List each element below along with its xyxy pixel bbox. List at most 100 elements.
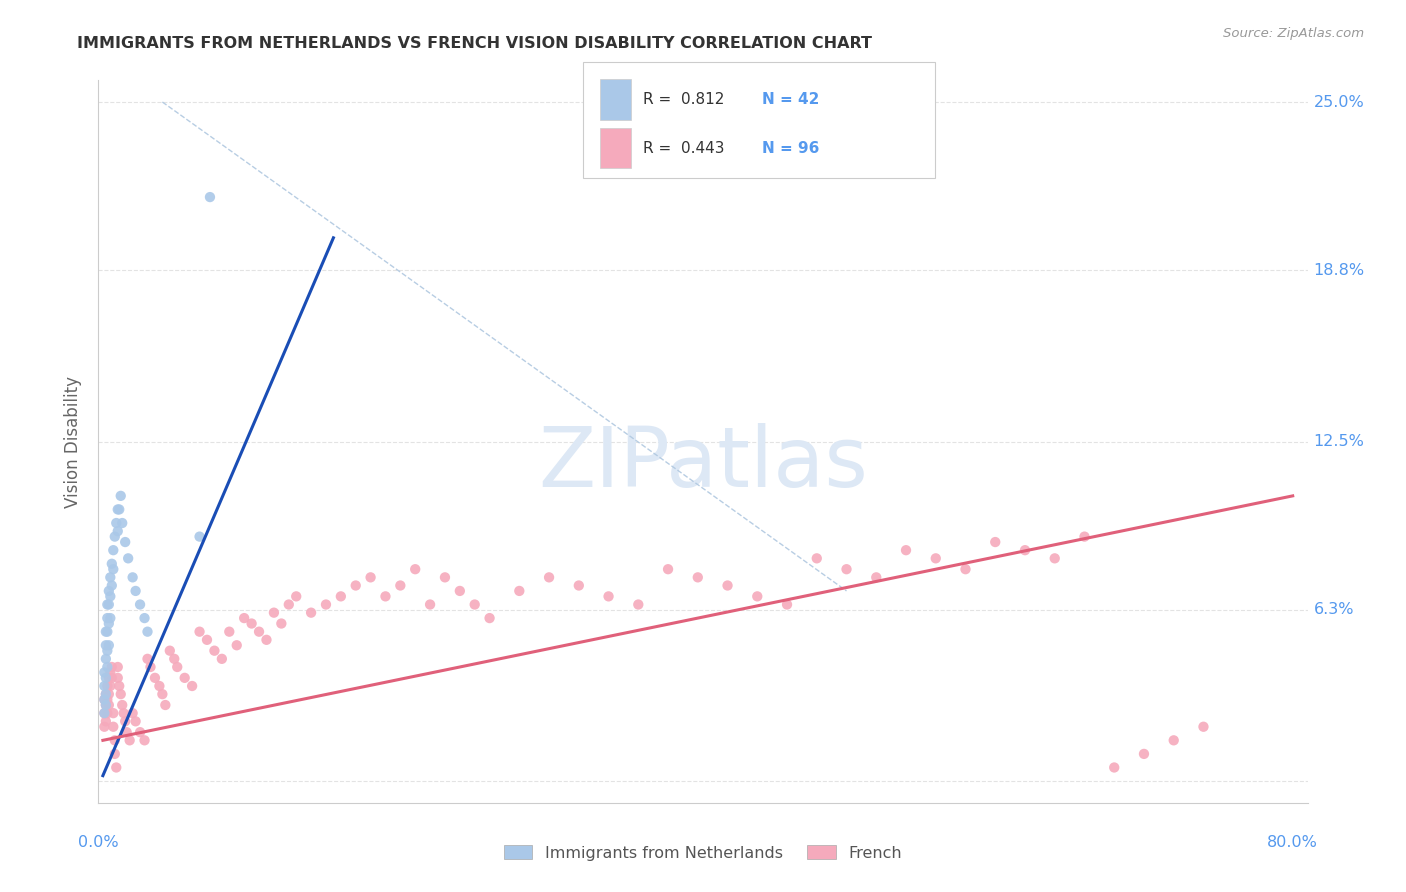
Point xyxy=(188,624,211,639)
Point xyxy=(108,679,131,693)
Point xyxy=(1133,747,1156,761)
Point xyxy=(107,660,129,674)
Point xyxy=(344,578,367,592)
Point xyxy=(1163,733,1185,747)
Point xyxy=(104,733,127,747)
Text: IMMIGRANTS FROM NETHERLANDS VS FRENCH VISION DISABILITY CORRELATION CHART: IMMIGRANTS FROM NETHERLANDS VS FRENCH VI… xyxy=(77,36,872,51)
Point xyxy=(94,714,117,729)
Point xyxy=(657,562,679,576)
Point xyxy=(389,578,412,592)
Point xyxy=(776,598,799,612)
Point xyxy=(1073,530,1095,544)
Point xyxy=(155,698,177,712)
Point xyxy=(94,638,117,652)
Point xyxy=(139,660,162,674)
Point xyxy=(103,562,125,576)
Point xyxy=(96,706,118,721)
Point xyxy=(104,747,127,761)
Point xyxy=(329,590,352,604)
Point xyxy=(112,706,135,721)
Point xyxy=(374,590,396,604)
Text: 0.0%: 0.0% xyxy=(79,836,118,850)
Point xyxy=(285,590,308,604)
Point xyxy=(110,687,132,701)
Point xyxy=(568,578,591,592)
Point xyxy=(107,502,129,516)
Point xyxy=(111,698,134,712)
Point xyxy=(96,643,118,657)
Point xyxy=(93,706,115,721)
Point xyxy=(105,516,128,530)
Point xyxy=(94,698,117,712)
Point xyxy=(97,616,120,631)
Point xyxy=(225,638,247,652)
Point xyxy=(97,687,120,701)
Point xyxy=(129,598,152,612)
Point xyxy=(464,598,486,612)
Point xyxy=(894,543,917,558)
Text: Source: ZipAtlas.com: Source: ZipAtlas.com xyxy=(1223,27,1364,40)
Point xyxy=(136,652,159,666)
Point xyxy=(94,671,117,685)
Point xyxy=(247,624,270,639)
Point xyxy=(433,570,456,584)
Point xyxy=(121,570,143,584)
Point xyxy=(97,583,120,598)
Point xyxy=(925,551,948,566)
Point xyxy=(256,632,278,647)
Point xyxy=(315,598,337,612)
Point xyxy=(103,706,125,721)
Text: 12.5%: 12.5% xyxy=(1313,434,1364,449)
Point xyxy=(211,652,233,666)
Point xyxy=(108,502,131,516)
Point xyxy=(159,643,181,657)
Point xyxy=(134,611,156,625)
Point xyxy=(277,598,299,612)
Point xyxy=(93,665,115,680)
Point xyxy=(98,679,121,693)
Point xyxy=(93,706,115,721)
Point xyxy=(101,578,124,592)
Point xyxy=(96,679,118,693)
Point xyxy=(538,570,561,584)
Point xyxy=(124,714,146,729)
Point xyxy=(198,190,221,204)
Point xyxy=(103,543,125,558)
Point xyxy=(97,698,120,712)
Text: R =  0.812: R = 0.812 xyxy=(643,93,724,107)
Point xyxy=(218,624,240,639)
Point xyxy=(1043,551,1066,566)
Point xyxy=(686,570,709,584)
Point xyxy=(747,590,769,604)
Point xyxy=(188,530,211,544)
Point xyxy=(478,611,501,625)
Point xyxy=(111,516,134,530)
Point xyxy=(270,616,292,631)
Point xyxy=(121,706,143,721)
Point xyxy=(173,671,195,685)
Point xyxy=(1014,543,1036,558)
Point xyxy=(143,671,166,685)
Text: ZIPatlas: ZIPatlas xyxy=(538,423,868,504)
Text: R =  0.443: R = 0.443 xyxy=(643,141,724,156)
Point xyxy=(101,660,124,674)
Point xyxy=(103,720,125,734)
Point xyxy=(98,611,121,625)
Point xyxy=(166,660,188,674)
Point xyxy=(98,590,121,604)
Point xyxy=(163,652,186,666)
Point xyxy=(93,692,115,706)
Point xyxy=(129,725,152,739)
Point xyxy=(419,598,441,612)
Point xyxy=(101,557,124,571)
Point xyxy=(181,679,204,693)
Point xyxy=(96,624,118,639)
Point xyxy=(114,714,136,729)
Point xyxy=(110,489,132,503)
Point xyxy=(865,570,887,584)
Point xyxy=(94,698,117,712)
Point xyxy=(299,606,322,620)
Point xyxy=(627,598,650,612)
Point xyxy=(96,598,118,612)
Point xyxy=(107,671,129,685)
